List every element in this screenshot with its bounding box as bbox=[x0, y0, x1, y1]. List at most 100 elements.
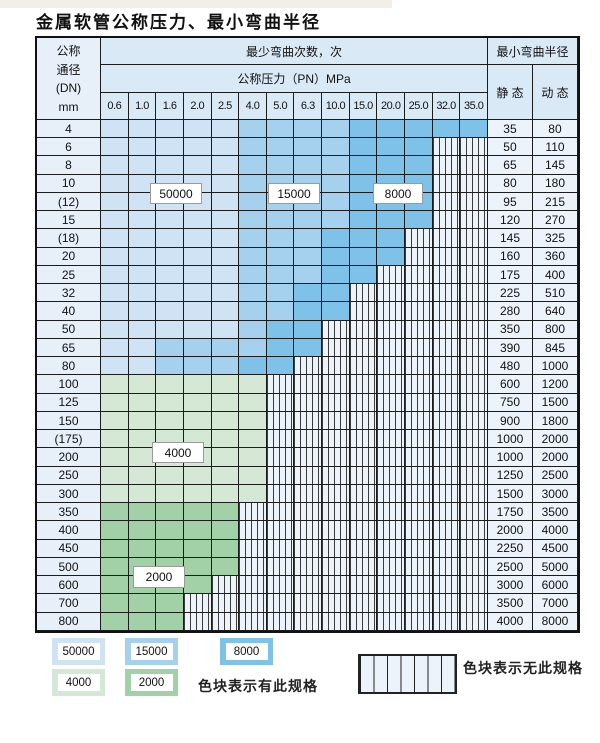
cycle-cell bbox=[239, 466, 267, 485]
legend-swatch-4000: 4000 bbox=[52, 669, 105, 696]
legend-swatch-50000: 50000 bbox=[52, 638, 105, 665]
cycle-cell bbox=[460, 302, 488, 321]
cycle-cell bbox=[211, 119, 240, 139]
cycle-cell bbox=[460, 229, 488, 248]
cycle-cell bbox=[239, 539, 267, 558]
cycle-cell bbox=[294, 302, 323, 321]
static-radius-cell: 3500 bbox=[487, 594, 533, 613]
static-radius-cell: 80 bbox=[487, 174, 533, 193]
dynamic-radius-cell: 3500 bbox=[532, 503, 578, 522]
cycle-cell bbox=[460, 247, 488, 266]
cycle-cell bbox=[266, 448, 295, 467]
cycle-cell bbox=[266, 247, 295, 266]
cycle-cell bbox=[266, 411, 295, 431]
cycle-cell bbox=[239, 247, 267, 266]
static-radius-cell: 2500 bbox=[487, 557, 533, 577]
static-radius-cell: 350 bbox=[487, 320, 533, 339]
zone-label-15000: 15000 bbox=[268, 183, 320, 204]
dynamic-radius-cell: 80 bbox=[532, 119, 578, 139]
cycle-cell bbox=[266, 466, 295, 485]
cycle-cell bbox=[377, 576, 406, 595]
cycle-cell bbox=[266, 302, 295, 321]
cycle-cell bbox=[349, 357, 378, 376]
row-dn: 300 bbox=[37, 484, 101, 504]
cycle-cell bbox=[460, 521, 488, 540]
cycle-cell bbox=[239, 430, 267, 449]
static-radius-cell: 1750 bbox=[487, 503, 533, 522]
cycle-cell bbox=[128, 503, 157, 522]
cycle-cell bbox=[266, 284, 295, 303]
static-radius-cell: 1250 bbox=[487, 466, 533, 485]
static-radius-cell: 900 bbox=[487, 411, 533, 431]
cycle-cell bbox=[266, 539, 295, 558]
pressure-col-header: 6.3 bbox=[294, 92, 323, 120]
cycle-cell bbox=[460, 612, 488, 631]
row-dn: 32 bbox=[37, 284, 101, 303]
cycle-cell bbox=[322, 320, 350, 339]
cycle-cell bbox=[183, 211, 212, 230]
cycle-cell bbox=[460, 192, 488, 212]
cycle-cell bbox=[156, 411, 184, 431]
cycle-cell bbox=[405, 284, 433, 303]
cycle-cell bbox=[460, 375, 488, 394]
cycle-cell bbox=[432, 375, 461, 394]
cycle-cell bbox=[128, 357, 157, 376]
dynamic-radius-cell: 1500 bbox=[532, 393, 578, 412]
cycle-cell bbox=[294, 411, 323, 431]
row-dn: 150 bbox=[37, 411, 101, 431]
dynamic-radius-cell: 640 bbox=[532, 302, 578, 321]
cycle-cell bbox=[266, 265, 295, 285]
cycle-cell bbox=[183, 265, 212, 285]
cycle-cell bbox=[322, 466, 350, 485]
cycle-cell bbox=[183, 119, 212, 139]
cycle-cell bbox=[239, 302, 267, 321]
cycle-cell bbox=[183, 393, 212, 412]
cycle-cell bbox=[183, 411, 212, 431]
dynamic-radius-cell: 1000 bbox=[532, 357, 578, 376]
cycle-cell bbox=[432, 174, 461, 193]
row-dn: 125 bbox=[37, 393, 101, 412]
static-radius-cell: 1500 bbox=[487, 484, 533, 504]
cycle-cell bbox=[322, 411, 350, 431]
cycle-cell bbox=[432, 393, 461, 412]
cycle-cell bbox=[405, 612, 433, 631]
cycle-cell bbox=[349, 247, 378, 266]
cycle-cell bbox=[405, 229, 433, 248]
legend-swatch-label: 15000 bbox=[130, 643, 173, 660]
cycle-cell bbox=[294, 229, 323, 248]
cycle-cell bbox=[322, 119, 350, 139]
cycle-cell bbox=[239, 265, 267, 285]
dynamic-radius-cell: 2000 bbox=[532, 448, 578, 467]
cycle-cell bbox=[294, 612, 323, 631]
cycle-cell bbox=[294, 557, 323, 577]
cycle-cell bbox=[183, 612, 212, 631]
legend-absent-swatch bbox=[358, 654, 457, 694]
legend-swatch-2000: 2000 bbox=[125, 669, 178, 696]
cycle-cell bbox=[432, 411, 461, 431]
cycle-cell bbox=[266, 503, 295, 522]
cycle-cell bbox=[349, 430, 378, 449]
cycle-cell bbox=[101, 138, 129, 157]
cycle-cell bbox=[211, 393, 240, 412]
cycle-cell bbox=[349, 119, 378, 139]
row-dn: 100 bbox=[37, 375, 101, 394]
cycle-cell bbox=[211, 521, 240, 540]
legend-swatch-label: 50000 bbox=[57, 643, 100, 660]
cycle-cell bbox=[211, 503, 240, 522]
dynamic-radius-cell: 1800 bbox=[532, 411, 578, 431]
cycle-cell bbox=[322, 576, 350, 595]
cycle-cell bbox=[432, 430, 461, 449]
cycle-cell bbox=[322, 375, 350, 394]
cycle-cell bbox=[239, 557, 267, 577]
cycle-cell bbox=[101, 393, 129, 412]
cycle-cell bbox=[460, 320, 488, 339]
pressure-col-header: 25.0 bbox=[405, 92, 433, 120]
cycle-cell bbox=[183, 375, 212, 394]
static-radius-cell: 4000 bbox=[487, 612, 533, 631]
cycle-cell bbox=[183, 138, 212, 157]
static-radius-cell: 95 bbox=[487, 192, 533, 212]
cycle-cell bbox=[322, 192, 350, 212]
cycle-cell bbox=[349, 138, 378, 157]
cycle-cell bbox=[156, 247, 184, 266]
cycle-cell bbox=[432, 357, 461, 376]
